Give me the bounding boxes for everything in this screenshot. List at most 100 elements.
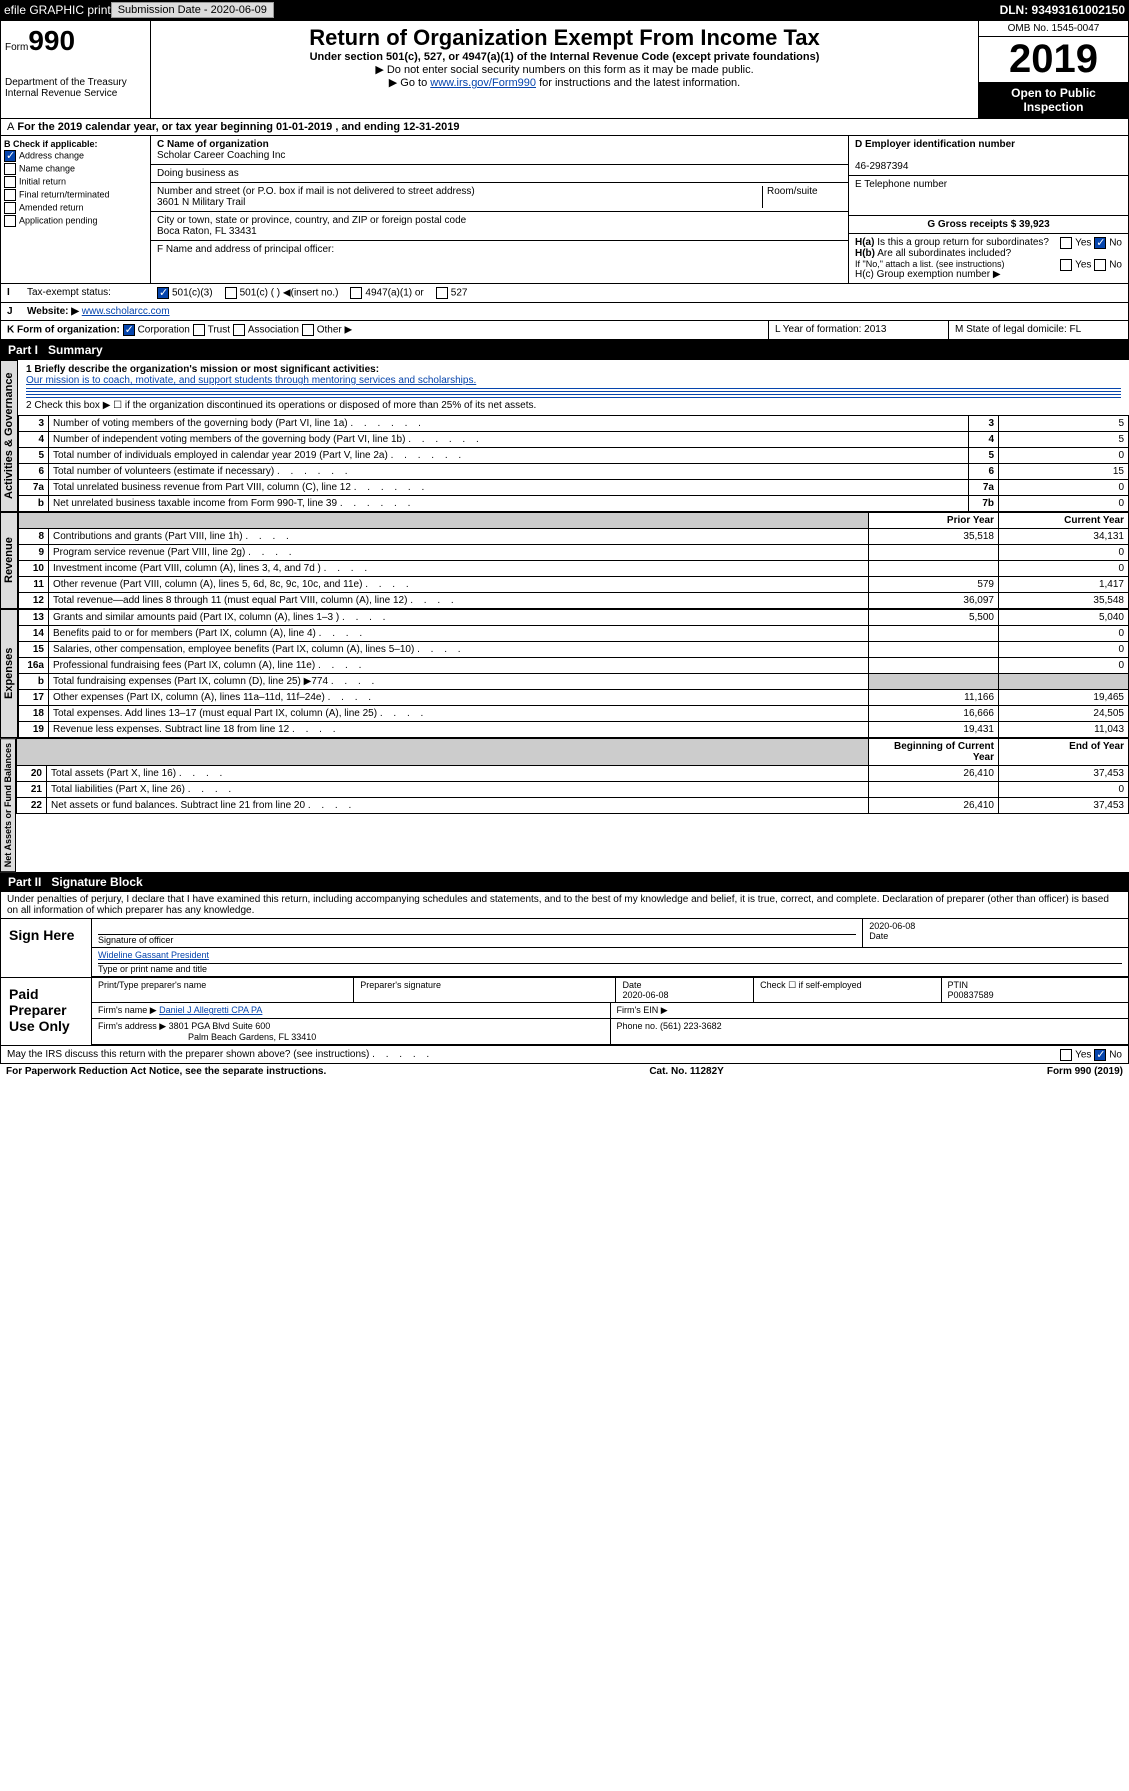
self-employed-check[interactable]: Check ☐ if self-employed xyxy=(753,978,940,1002)
cb-name-change[interactable]: Name change xyxy=(4,163,147,175)
tax-exempt-row: I Tax-exempt status: 501(c)(3) 501(c) ( … xyxy=(0,284,1129,303)
e-label: E Telephone number xyxy=(849,176,1128,216)
status-4947[interactable]: 4947(a)(1) or xyxy=(344,284,429,302)
table-row: 7aTotal unrelated business revenue from … xyxy=(19,480,1129,496)
table-row: 14Benefits paid to or for members (Part … xyxy=(19,626,1129,642)
subtitle-2: ▶ Do not enter social security numbers o… xyxy=(155,63,974,76)
year-formation: L Year of formation: 2013 xyxy=(768,321,948,339)
name-label: Type or print name and title xyxy=(98,964,207,974)
checkbox-header: B Check if applicable: xyxy=(4,139,147,149)
form-number: 990 xyxy=(28,25,75,56)
q2-label: 2 Check this box ▶ ☐ if the organization… xyxy=(26,400,1121,411)
declaration: Under penalties of perjury, I declare th… xyxy=(0,892,1129,919)
d-label: D Employer identification number xyxy=(855,139,1015,150)
table-row: 11Other revenue (Part VIII, column (A), … xyxy=(19,577,1129,593)
cat-no: Cat. No. 11282Y xyxy=(649,1066,723,1077)
table-row: 18Total expenses. Add lines 13–17 (must … xyxy=(19,706,1129,722)
prep-sig-label: Preparer's signature xyxy=(353,978,615,1002)
footer: For Paperwork Reduction Act Notice, see … xyxy=(0,1064,1129,1079)
efile-label: efile GRAPHIC print xyxy=(4,3,111,17)
col-begin: Beginning of Current Year xyxy=(869,739,999,766)
prep-name-label: Print/Type preparer's name xyxy=(91,978,353,1002)
dept-label: Department of the Treasury Internal Reve… xyxy=(5,77,146,99)
side-revenue: Revenue xyxy=(0,512,18,609)
hb-question: H(b) Are all subordinates included? Yes … xyxy=(855,248,1122,259)
expenses-table: 13Grants and similar amounts paid (Part … xyxy=(18,609,1129,738)
firm-name: Daniel J Allegretti CPA PA xyxy=(159,1005,262,1015)
cb-app-pending[interactable]: Application pending xyxy=(4,215,147,227)
officer-name: Wideline Gassant President xyxy=(98,950,209,960)
status-501c3[interactable]: 501(c)(3) xyxy=(151,284,219,302)
table-row: 15Salaries, other compensation, employee… xyxy=(19,642,1129,658)
c-label: C Name of organization xyxy=(157,139,269,150)
cb-other[interactable] xyxy=(302,324,314,336)
cb-corporation[interactable] xyxy=(123,324,135,336)
dba-label: Doing business as xyxy=(151,165,848,183)
cb-association[interactable] xyxy=(233,324,245,336)
netassets-section: Net Assets or Fund Balances Beginning of… xyxy=(0,738,1129,872)
firm-address: 3801 PGA Blvd Suite 600 xyxy=(169,1021,271,1031)
mission-text: Our mission is to coach, motivate, and s… xyxy=(26,375,476,386)
side-expenses: Expenses xyxy=(0,609,18,738)
website-row: J Website: ▶ www.scholarcc.com xyxy=(0,303,1129,321)
col-current: Current Year xyxy=(999,513,1129,529)
table-row: 5Total number of individuals employed in… xyxy=(19,448,1129,464)
discuss-yes[interactable] xyxy=(1060,1049,1072,1061)
netassets-table: Beginning of Current YearEnd of Year 20T… xyxy=(16,738,1129,814)
firm-phone: Phone no. (561) 223-3682 xyxy=(610,1019,1129,1044)
submission-date-btn[interactable]: Submission Date - 2020-06-09 xyxy=(111,2,274,18)
website-link[interactable]: www.scholarcc.com xyxy=(82,306,170,317)
dln: DLN: 93493161002150 xyxy=(1000,3,1125,17)
table-row: 4Number of independent voting members of… xyxy=(19,432,1129,448)
k-form-row: K Form of organization: Corporation Trus… xyxy=(0,321,1129,340)
table-row: 9Program service revenue (Part VIII, lin… xyxy=(19,545,1129,561)
cb-address-change[interactable]: Address change xyxy=(4,150,147,162)
table-row: 3Number of voting members of the governi… xyxy=(19,416,1129,432)
table-row: 19Revenue less expenses. Subtract line 1… xyxy=(19,722,1129,738)
status-label: Tax-exempt status: xyxy=(21,284,151,302)
city-state-zip: Boca Raton, FL 33431 xyxy=(157,226,257,237)
q1-label: 1 Briefly describe the organization's mi… xyxy=(26,364,379,375)
sig-officer-label: Signature of officer xyxy=(98,935,173,945)
col-end: End of Year xyxy=(999,739,1129,766)
firm-city: Palm Beach Gardens, FL 33410 xyxy=(188,1032,316,1042)
table-row: 17Other expenses (Part IX, column (A), l… xyxy=(19,690,1129,706)
omb-number: OMB No. 1545-0047 xyxy=(979,21,1128,37)
cb-initial-return[interactable]: Initial return xyxy=(4,176,147,188)
checkbox-section: B Check if applicable: Address change Na… xyxy=(1,136,151,283)
expenses-section: Expenses 13Grants and similar amounts pa… xyxy=(0,609,1129,738)
status-501c-other[interactable]: 501(c) ( ) ◀(insert no.) xyxy=(219,284,345,302)
part1-header: Part I Summary xyxy=(0,340,1129,360)
info-grid: B Check if applicable: Address change Na… xyxy=(0,136,1129,284)
status-527[interactable]: 527 xyxy=(430,284,474,302)
table-row: 6Total number of volunteers (estimate if… xyxy=(19,464,1129,480)
gross-receipts: G Gross receipts $ 39,923 xyxy=(927,219,1049,230)
org-name: Scholar Career Coaching Inc xyxy=(157,150,285,161)
table-row: 21Total liabilities (Part X, line 26) . … xyxy=(17,782,1129,798)
table-row: 10Investment income (Part VIII, column (… xyxy=(19,561,1129,577)
form-ref: Form 990 (2019) xyxy=(1047,1066,1123,1077)
activities-section: Activities & Governance 1 Briefly descri… xyxy=(0,360,1129,512)
revenue-section: Revenue Prior YearCurrent Year 8Contribu… xyxy=(0,512,1129,609)
table-row: 13Grants and similar amounts paid (Part … xyxy=(19,610,1129,626)
form-title: Return of Organization Exempt From Incom… xyxy=(155,25,974,51)
sign-here-label: Sign Here xyxy=(1,919,91,977)
discuss-no[interactable] xyxy=(1094,1049,1106,1061)
f-label: F Name and address of principal officer: xyxy=(151,241,848,281)
form-header: Form990 Department of the Treasury Inter… xyxy=(0,20,1129,119)
cb-final-return[interactable]: Final return/terminated xyxy=(4,189,147,201)
form-word: Form xyxy=(5,42,28,53)
table-row: bNet unrelated business taxable income f… xyxy=(19,496,1129,512)
ha-question: H(a) Is this a group return for subordin… xyxy=(855,237,1122,248)
irs-link[interactable]: www.irs.gov/Form990 xyxy=(430,77,536,89)
ptin-value: P00837589 xyxy=(948,990,994,1000)
cb-trust[interactable] xyxy=(193,324,205,336)
top-bar: efile GRAPHIC print Submission Date - 20… xyxy=(0,0,1129,20)
city-label: City or town, state or province, country… xyxy=(157,215,466,226)
ein: 46-2987394 xyxy=(855,161,908,172)
col-prior: Prior Year xyxy=(869,513,999,529)
room-label: Room/suite xyxy=(762,186,842,208)
table-row: 8Contributions and grants (Part VIII, li… xyxy=(19,529,1129,545)
cb-amended[interactable]: Amended return xyxy=(4,202,147,214)
prep-date: 2020-06-08 xyxy=(622,990,668,1000)
